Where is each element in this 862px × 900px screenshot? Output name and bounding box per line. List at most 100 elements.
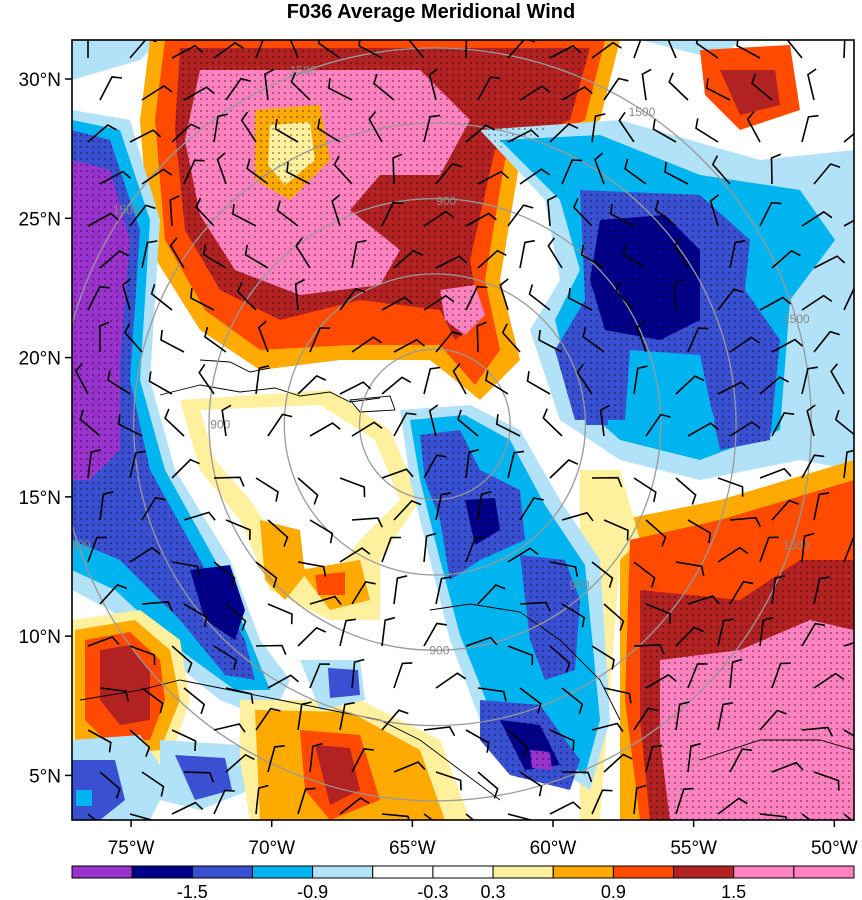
wind-barb: [711, 155, 731, 185]
wind-barb: [675, 626, 704, 647]
wind-barb: [717, 381, 750, 395]
wind-barb: [549, 561, 579, 577]
wind-barb: [333, 155, 353, 185]
wind-barb: [507, 450, 525, 479]
wind-barb: [759, 617, 774, 647]
wind-barb: [99, 583, 128, 605]
wind-barb: [309, 327, 331, 353]
wind-barb: [813, 492, 830, 521]
wind-barb: [255, 365, 270, 395]
wind-barb: [465, 448, 479, 479]
wind-barb: [856, 585, 862, 604]
wind-barb: [99, 250, 129, 269]
wind-barb: [759, 201, 782, 227]
wind-barb: [297, 374, 327, 395]
wind-barb: [582, 326, 605, 353]
wind-barb: [160, 329, 185, 353]
wind-barb: [232, 204, 257, 227]
wind-barb: [393, 761, 426, 773]
ring-label: 1500: [290, 64, 317, 78]
y-tick-label: 10°N: [19, 627, 61, 648]
colorbar-swatch: [251, 865, 314, 879]
contour-band: [175, 755, 232, 800]
wind-barb: [771, 249, 801, 269]
wind-barb: [477, 491, 492, 521]
wind-barb: [150, 284, 173, 311]
wind-barb: [225, 603, 247, 631]
wind-barb: [801, 114, 819, 143]
wind-barb: [423, 294, 455, 311]
wind-barb: [203, 326, 227, 353]
x-tick-label: 55°W: [670, 838, 717, 859]
contour-band: [72, 40, 160, 80]
wind-barb: [351, 336, 383, 353]
wind-barb: [99, 76, 122, 101]
wind-barb: [856, 772, 862, 798]
ring-label: 900: [210, 417, 230, 431]
wind-barb: [759, 536, 779, 563]
wind-barb: [255, 40, 264, 59]
wind-barb: [576, 363, 593, 395]
wind-barb: [801, 532, 815, 563]
wind-barb: [549, 801, 582, 815]
wind-barb: [610, 204, 635, 227]
wind-barb: [141, 85, 173, 101]
wind-barb: [771, 499, 799, 521]
wind-barb: [393, 575, 408, 605]
wind-barb: [853, 325, 854, 327]
wind-barb: [423, 726, 456, 737]
colorbar-swatch: [612, 865, 675, 879]
wind-barb: [633, 707, 659, 731]
wind-barb: [519, 687, 542, 714]
wind-barb: [549, 123, 579, 143]
wind-barb: [121, 278, 132, 311]
ring-labels: 900 900 900 900 1500 1500 1500 1500 1500 1500: [64, 64, 810, 658]
wind-barb: [843, 729, 854, 737]
wind-barb: [339, 477, 366, 498]
wind-barb: [622, 244, 647, 269]
wind-barb: [351, 421, 383, 437]
wind-barb: [645, 413, 671, 437]
colorbar-label: 0.9: [601, 882, 626, 900]
wind-barb: [171, 801, 204, 815]
wind-barb: [633, 365, 648, 395]
ring-label: 900: [436, 194, 456, 208]
y-tick-label: 15°N: [19, 488, 61, 509]
ring-label: 1500: [783, 312, 810, 326]
wind-barb: [547, 194, 558, 227]
x-axis: 75°W 70°W 65°W 60°W 55°W 50°W: [108, 820, 858, 859]
wind-barb: [257, 320, 269, 353]
wind-barb: [195, 197, 215, 227]
wind-barb: [289, 40, 299, 59]
contour-band: [315, 572, 345, 595]
wind-barb: [856, 77, 862, 100]
wind-barb: [729, 516, 762, 527]
wind-barb: [339, 701, 355, 731]
wind-barb: [538, 329, 563, 353]
contour-band: [315, 745, 360, 805]
wind-barb: [507, 129, 540, 143]
ring-label: 1500: [64, 538, 91, 552]
wind-barb: [87, 729, 112, 753]
wind-barb: [393, 499, 422, 521]
wind-barb: [171, 645, 193, 673]
wind-barb: [351, 239, 367, 269]
wind-barb: [759, 467, 792, 479]
wind-barb: [856, 172, 862, 184]
wind-barb: [572, 197, 593, 227]
wind-barb: [736, 40, 761, 59]
wind-barb: [549, 44, 582, 59]
colorbar-swatch: [131, 865, 193, 879]
wind-barb: [645, 673, 677, 689]
stipple-overlay: [72, 48, 854, 820]
wind-barb: [169, 237, 185, 269]
wind-barb: [594, 152, 605, 185]
wind-barb: [465, 124, 496, 143]
wind-barb: [141, 687, 164, 714]
wind-barb: [435, 255, 468, 269]
wind-barb: [599, 404, 610, 437]
wind-barb: [141, 496, 166, 521]
wind-barb: [645, 519, 667, 547]
wind-barb: [477, 76, 501, 101]
colorbar-label: -0.3: [417, 882, 448, 900]
